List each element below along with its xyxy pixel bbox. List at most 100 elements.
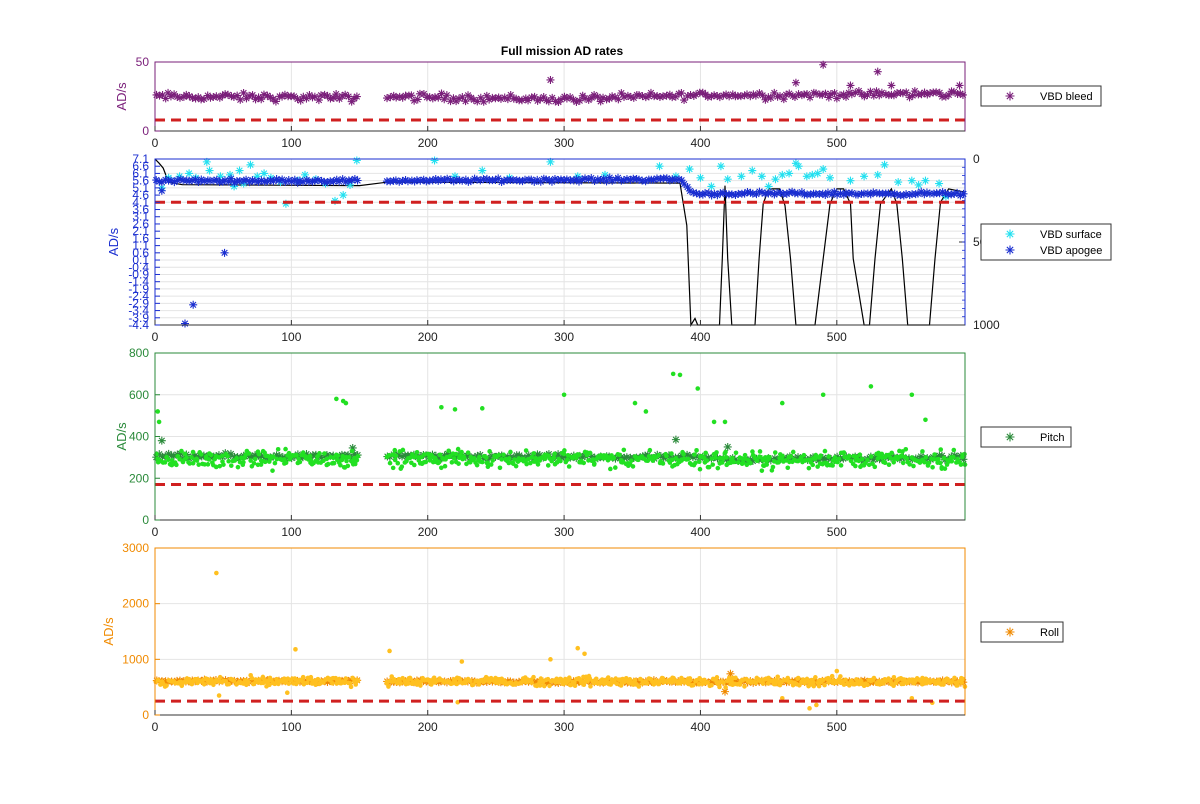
data-point [174,462,179,468]
data-point [281,178,290,187]
data-point [726,675,732,681]
data-point [740,189,749,198]
data-point [252,456,258,462]
data-point [632,400,638,406]
y-tick-label: 2.1 [132,224,149,238]
data-point [562,94,571,103]
data-point [205,166,214,175]
data-point [865,457,870,463]
data-point [422,177,431,186]
data-point [405,681,411,686]
data-point [854,86,863,95]
data-point [660,676,666,681]
data-point [917,90,926,99]
data-point [907,462,912,467]
data-point [649,175,658,184]
data-point [225,453,230,459]
data-point [387,460,393,466]
data-point [904,456,910,461]
data-point [803,90,812,99]
data-point [443,174,452,183]
data-point [234,455,239,461]
data-point [266,176,275,185]
data-point [758,188,767,197]
data-point [749,90,758,99]
data-point [472,175,481,184]
data-point [539,174,548,183]
data-point [227,92,236,101]
data-point [662,174,671,183]
data-point [889,91,898,100]
y-tick-label: -2.9 [128,296,149,310]
data-point [175,172,184,181]
data-point [524,461,529,467]
y-tick-label: 0 [142,513,149,527]
data-point [614,681,620,687]
data-point [518,177,527,186]
data-point [386,453,392,458]
data-point [617,176,626,185]
data-point [494,93,503,102]
data-point [916,452,925,461]
data-point [494,174,503,183]
data-point [646,88,655,97]
data-point [723,449,728,455]
data-point [742,684,747,689]
data-point [572,683,578,689]
data-point [944,90,953,99]
data-point [788,91,797,100]
x-tick-label: 300 [554,136,574,150]
data-point [590,90,599,99]
data-point [869,91,878,100]
data-point [581,460,587,466]
data-point [629,458,634,463]
data-point [627,677,633,682]
legend-label: VBD apogee [1040,245,1102,257]
data-point [276,681,281,687]
data-point [400,447,406,453]
data-point [386,93,395,102]
data-point [530,177,539,186]
data-point [680,180,689,189]
data-point [278,175,287,184]
data-point [851,88,860,97]
data-point [687,676,693,681]
data-point [641,93,650,102]
data-point [235,166,244,175]
data-point [748,457,757,466]
y-tick-label: -3.9 [128,311,149,325]
data-point [691,682,696,688]
data-point [451,172,459,181]
legend: Pitch [980,426,1072,448]
y-tick-label: 4.1 [132,195,149,209]
data-point [900,460,906,466]
data-point [157,178,166,187]
data-point [813,169,822,178]
data-point [544,678,553,687]
data-point [449,452,458,461]
data-point [757,449,763,454]
data-point [391,176,400,185]
data-point [317,176,326,185]
data-point [926,89,935,98]
data-point [307,453,313,459]
data-point [446,97,455,106]
data-point [773,92,782,101]
x-tick-label: 0 [152,136,159,150]
data-point [665,176,674,185]
data-point [827,455,836,464]
data-point [938,451,947,460]
data-point [560,176,569,185]
y-tick-label: 6.1 [132,166,149,180]
data-point [383,94,392,103]
data-point [513,463,519,469]
data-point [655,92,664,101]
data-point [788,454,794,459]
data-point [398,452,407,461]
x-tick-label: 500 [827,330,847,344]
data-point [209,176,218,185]
data-point [868,384,874,389]
data-point [196,462,202,467]
data-point [393,453,399,459]
data-point [913,189,922,198]
